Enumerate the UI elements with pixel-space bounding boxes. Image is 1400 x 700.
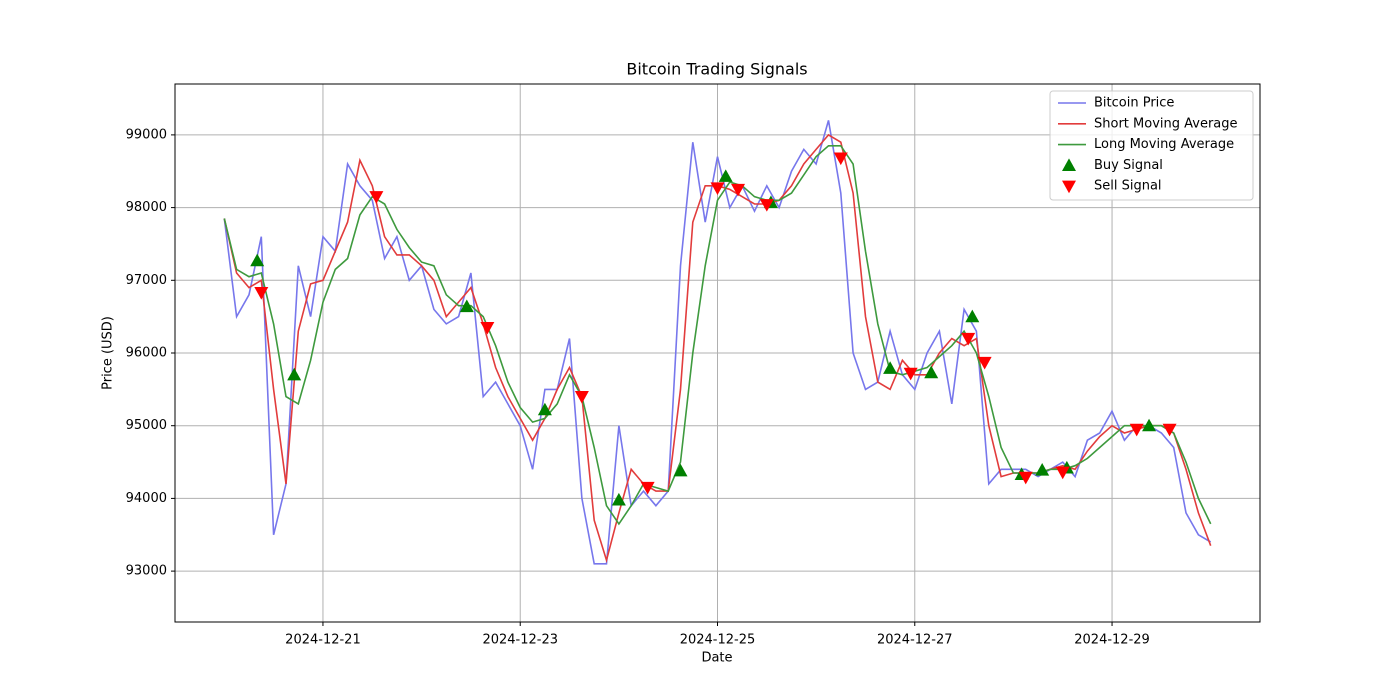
x-tick-label: 2024-12-29 [1074,633,1150,648]
legend-label: Short Moving Average [1094,116,1238,131]
y-tick-label: 93000 [126,564,167,579]
signal-marker [611,492,626,506]
signal-marker [537,402,552,416]
y-tick-label: 95000 [126,418,167,433]
signal-marker [1129,423,1144,437]
y-tick-label: 96000 [126,346,167,361]
legend-marker [1062,180,1076,194]
legend-label: Buy Signal [1094,158,1163,173]
signal-marker [480,321,495,335]
signal-marker [254,287,269,300]
axes-frame [174,83,1261,623]
x-axis-label: Date [701,651,732,666]
signal-marker [1055,466,1070,480]
signal-marker [883,361,898,374]
signal-marker [640,481,655,495]
y-tick-label: 98000 [126,200,167,215]
y-tick-label: 94000 [126,491,167,506]
legend-label: Long Moving Average [1094,137,1234,152]
signal-marker [369,191,384,204]
signal-marker [924,365,939,379]
signal-marker [833,152,848,166]
plot [223,120,1212,565]
signal-marker [961,332,976,346]
grid: 2024-12-21 2024-12-23 2024-12-25 2024-12-27… [126,84,1260,648]
signal-marker [710,182,725,195]
y-axis-label: Price (USD) [101,316,116,390]
signal-marker [1035,463,1050,476]
y-tick-label: 97000 [126,273,167,288]
x-tick-label: 2024-12-25 [680,633,756,648]
signal-marker [673,463,688,477]
x-tick-label: 2024-12-27 [877,633,953,648]
signal-marker [731,183,746,197]
legend-marker [1062,158,1076,171]
signal-marker [759,199,774,212]
y-tick-label: 99000 [126,127,167,142]
chart-title: Bitcoin Trading Signals [626,60,807,79]
signal-marker [903,367,918,381]
signal-marker [250,253,265,267]
signal-marker [1018,471,1033,485]
x-tick-label: 2024-12-21 [285,633,361,648]
signal-marker [1162,423,1177,437]
legend: Bitcoin Price Short Moving Average Long Mo… [1049,90,1254,201]
legend-label: Bitcoin Price [1094,96,1174,111]
signal-marker [1142,418,1157,432]
legend-box [1049,90,1254,201]
signal-marker [965,309,980,323]
signal-marker [287,367,302,381]
signal-marker [718,169,733,182]
signal-marker [459,299,474,313]
signal-marker [977,356,992,370]
signal-marker [574,391,589,404]
legend-label: Sell Signal [1094,179,1162,194]
x-tick-label: 2024-12-23 [482,633,558,648]
